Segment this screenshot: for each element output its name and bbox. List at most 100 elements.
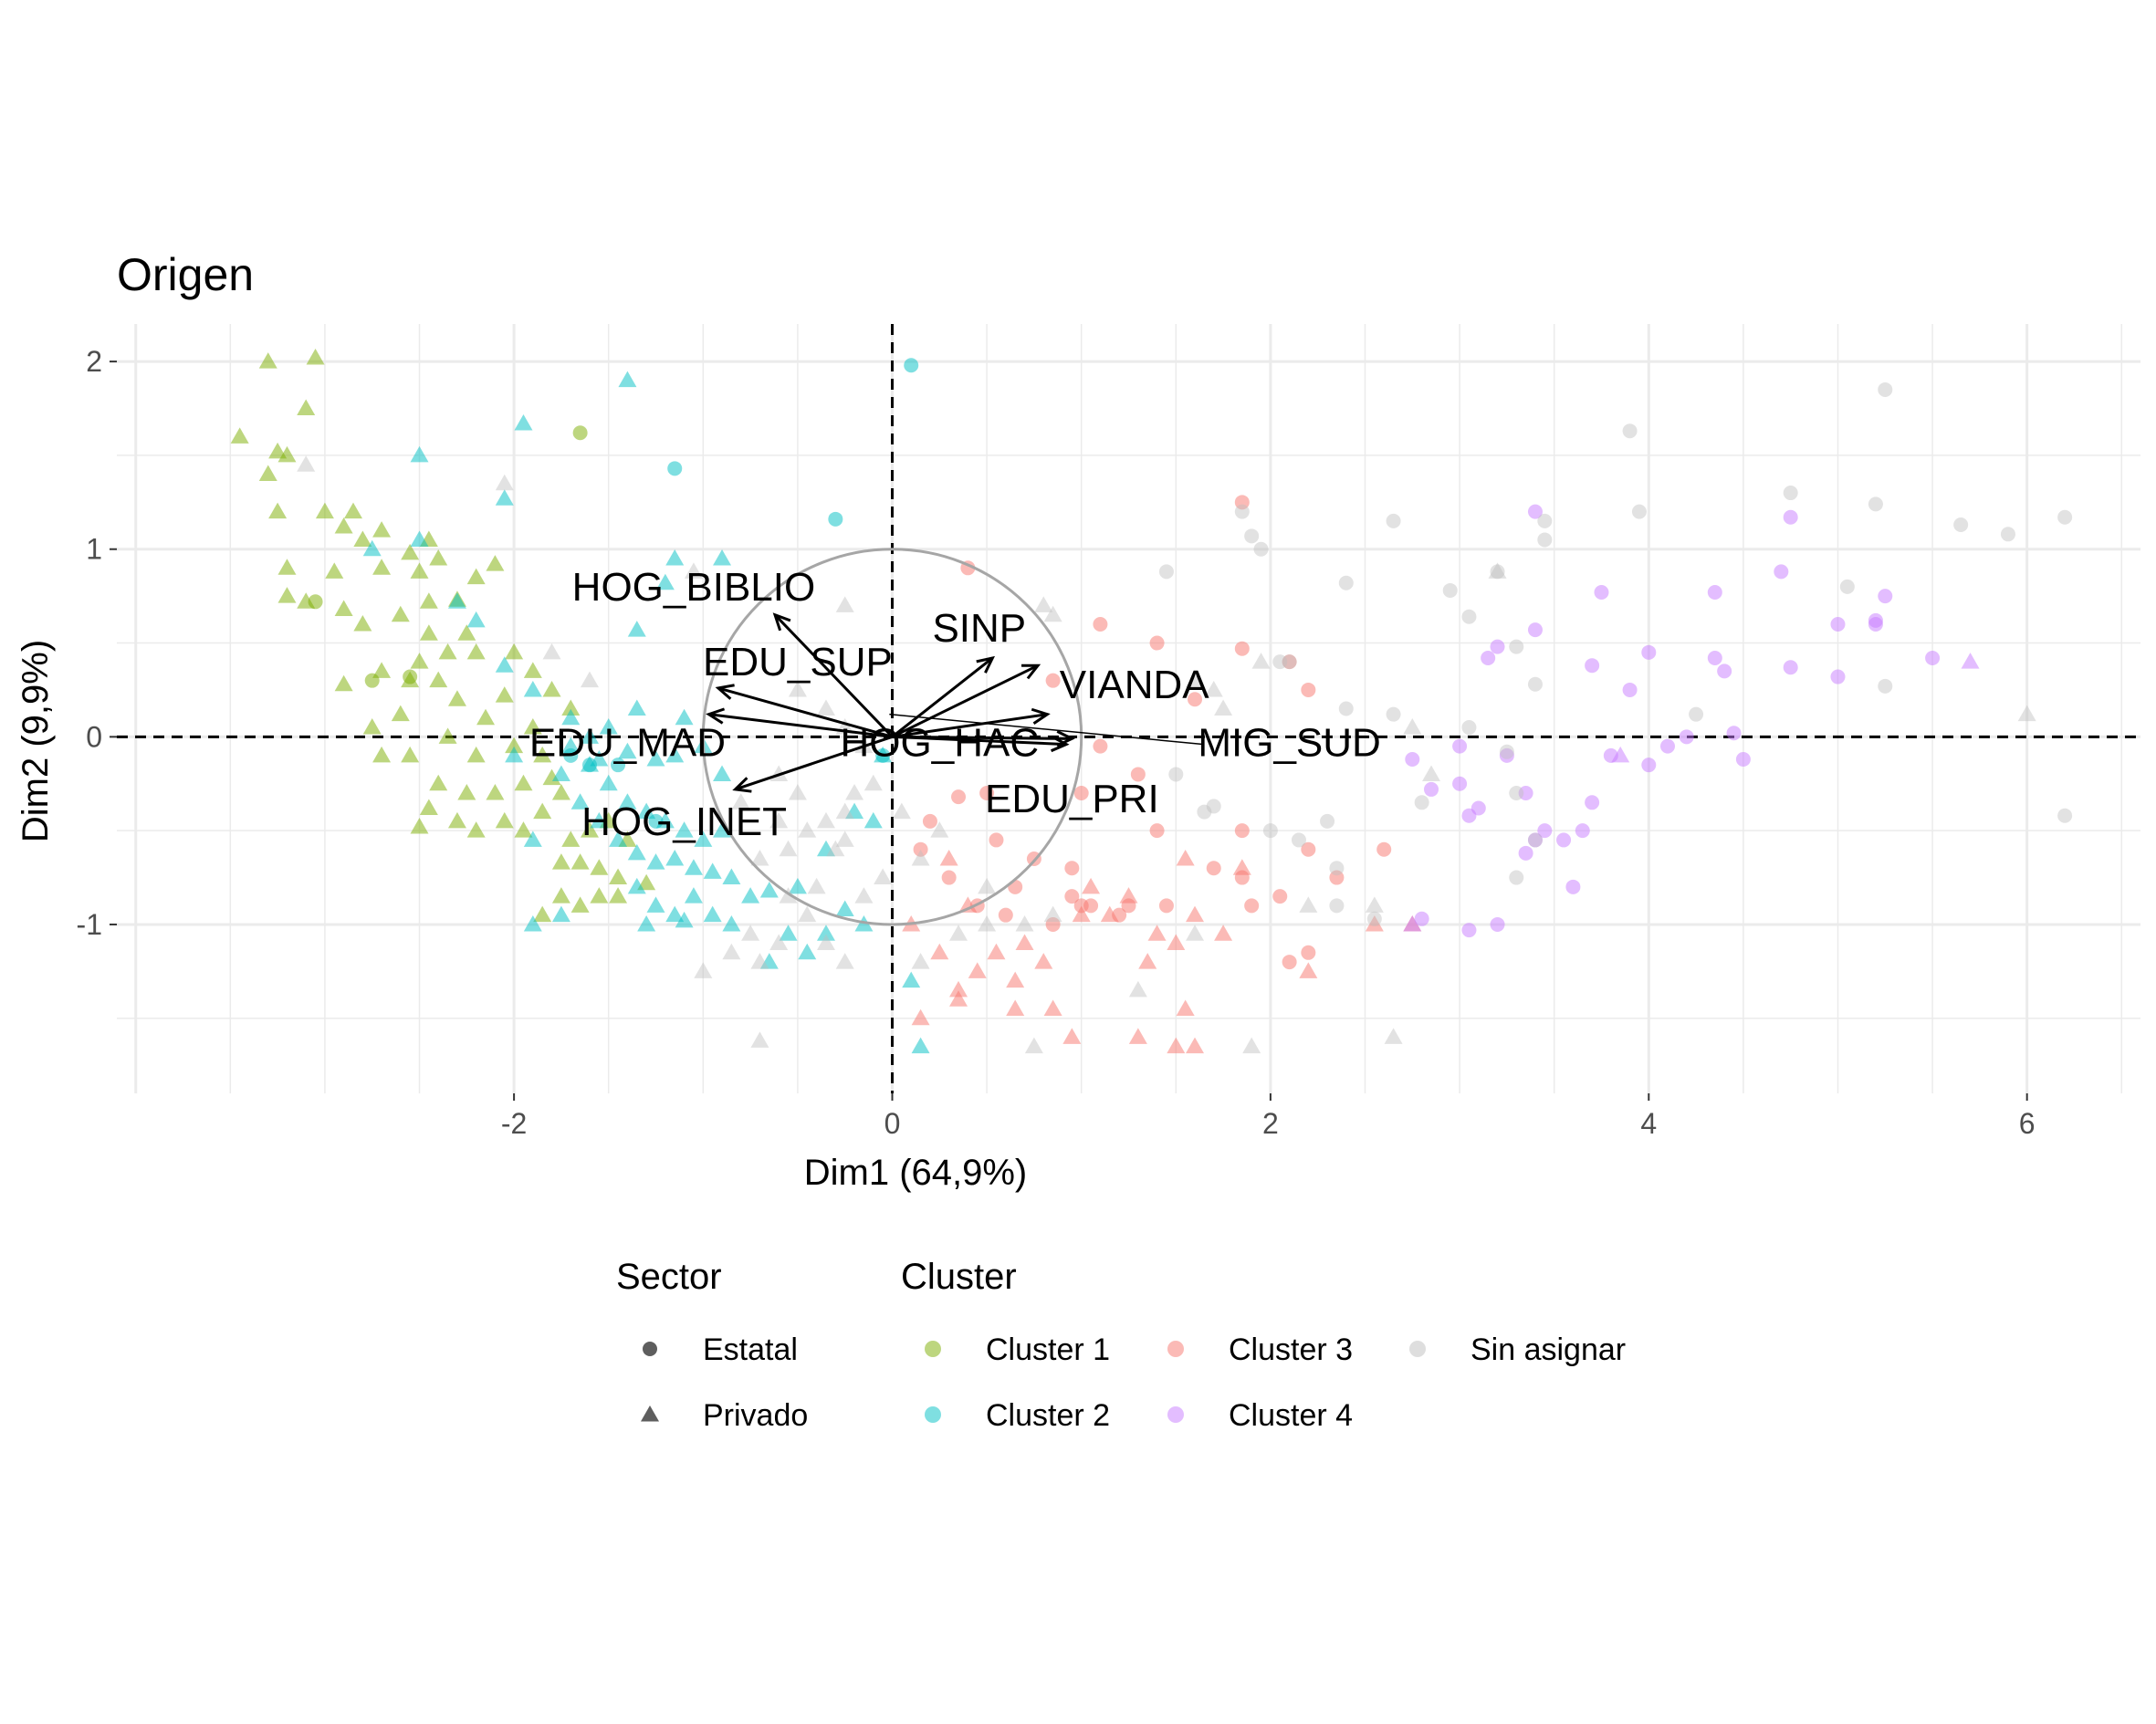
point-cluster-3-privado [939,849,958,866]
arrowhead-edu-sup [715,684,735,700]
point-cluster-3-privado [1365,914,1384,932]
point-cluster-2-privado [590,811,609,829]
point-cluster-3-estatal [1093,738,1108,754]
point-cluster-4-privado [1403,914,1422,932]
point-sin-asignar-estatal [1197,804,1212,820]
point-sin-asignar-privado [750,953,769,969]
point-sin-asignar-privado [750,849,769,866]
point-cluster-3-estatal [1121,898,1136,914]
legend-label-privado: Privado [703,1398,808,1433]
point-cluster-4-estatal [1518,786,1533,801]
point-cluster-4-estatal [1726,726,1742,741]
point-sin-asignar-privado [731,793,750,810]
point-sin-asignar-privado [949,925,968,941]
point-sin-asignar-estatal [1783,486,1798,501]
point-cluster-3-privado [1147,925,1167,941]
point-cluster-3-privado [987,943,1006,960]
arrowhead-sinp [976,655,996,674]
point-cluster-3-estatal [998,907,1013,923]
point-cluster-1-privado [325,562,344,579]
point-sin-asignar-privado [807,877,826,894]
point-cluster-2-privado [684,859,703,875]
legend-key-cluster-4 [1167,1406,1184,1423]
point-cluster-2-privado [665,549,685,566]
point-cluster-3-estatal [1282,654,1297,670]
point-cluster-1-privado [315,502,334,519]
point-sin-asignar-estatal [1168,767,1184,782]
point-cluster-3-estatal [1083,898,1099,914]
arrow-vianda [891,663,1039,738]
point-cluster-3-estatal [1188,692,1203,707]
point-cluster-4-estatal [1783,509,1798,525]
point-cluster-3-estatal [1149,635,1165,651]
arrowhead-hog-biblio [772,612,791,632]
point-cluster-1-privado [561,831,581,847]
point-cluster-2-estatal [875,747,891,763]
point-cluster-1-privado [277,445,297,463]
x-tick-label: -2 [501,1107,527,1140]
legend-label-cluster-3: Cluster 3 [1229,1332,1353,1367]
point-sin-asignar-privado [845,784,864,800]
point-cluster-4-estatal [1452,776,1468,791]
point-cluster-1-privado [297,399,316,416]
point-cluster-1-privado [609,868,628,885]
point-cluster-2-privado [410,530,429,547]
point-cluster-3-estatal [1149,823,1165,839]
point-cluster-1-privado [570,853,590,870]
point-cluster-2-privado [514,413,533,431]
point-cluster-3-privado [1176,999,1195,1016]
point-cluster-3-privado [1138,953,1157,969]
point-cluster-3-privado [1119,887,1138,904]
arrowhead-edu-mad [706,707,726,725]
arrow-hog-biblio [773,613,894,738]
point-cluster-4-estatal [1830,669,1846,684]
point-cluster-3-privado [968,962,987,978]
point-cluster-1-privado [505,643,524,660]
point-cluster-4-estatal [1925,650,1941,665]
point-cluster-2-privado [675,821,694,838]
point-sin-asignar-privado [911,953,930,969]
point-cluster-2-privado [505,746,524,763]
point-cluster-2-privado [845,802,864,820]
point-cluster-2-privado [618,742,637,759]
point-cluster-1-privado [551,853,570,870]
point-sin-asignar-estatal [1461,720,1477,736]
point-cluster-2-privado [637,914,656,932]
point-cluster-1-privado [401,543,420,560]
point-cluster-3-estatal [1112,907,1127,923]
point-cluster-3-privado [1034,953,1053,969]
label-leader-mig-sud [889,713,1203,746]
point-cluster-2-privado [466,611,486,628]
point-sin-asignar-privado [769,811,789,829]
point-sin-asignar-estatal [1839,579,1855,594]
point-cluster-1-privado [372,746,392,763]
arrow-hog-inet [735,735,893,791]
point-sin-asignar-privado [495,474,514,491]
variable-label-edu-sup: EDU_SUP [703,640,893,684]
point-cluster-1-privado [429,671,448,688]
point-cluster-1-privado [590,859,609,875]
point-cluster-2-estatal [648,813,664,829]
legend-key-cluster-2 [925,1406,941,1423]
point-cluster-3-privado [1167,934,1186,951]
point-cluster-2-privado [618,793,637,810]
point-sin-asignar-estatal [1689,706,1704,722]
point-cluster-3-estatal [1282,955,1297,970]
point-cluster-4-estatal [1868,612,1883,628]
arrow-sinp [891,656,994,738]
point-cluster-2-privado [646,853,665,870]
point-cluster-1-privado [429,549,448,566]
point-cluster-2-privado [902,971,921,988]
point-sin-asignar-privado [694,962,713,978]
point-cluster-1-estatal [572,425,588,441]
point-cluster-2-privado [618,371,637,388]
point-cluster-1-estatal [308,594,323,610]
point-sin-asignar-estatal [2057,509,2073,525]
x-tick-label: 4 [1640,1107,1657,1140]
point-cluster-1-privado [570,896,590,913]
point-cluster-4-estatal [1481,650,1496,665]
point-cluster-1-privado [353,614,372,632]
point-sin-asignar-privado [1043,605,1062,622]
point-cluster-2-privado [703,862,722,879]
